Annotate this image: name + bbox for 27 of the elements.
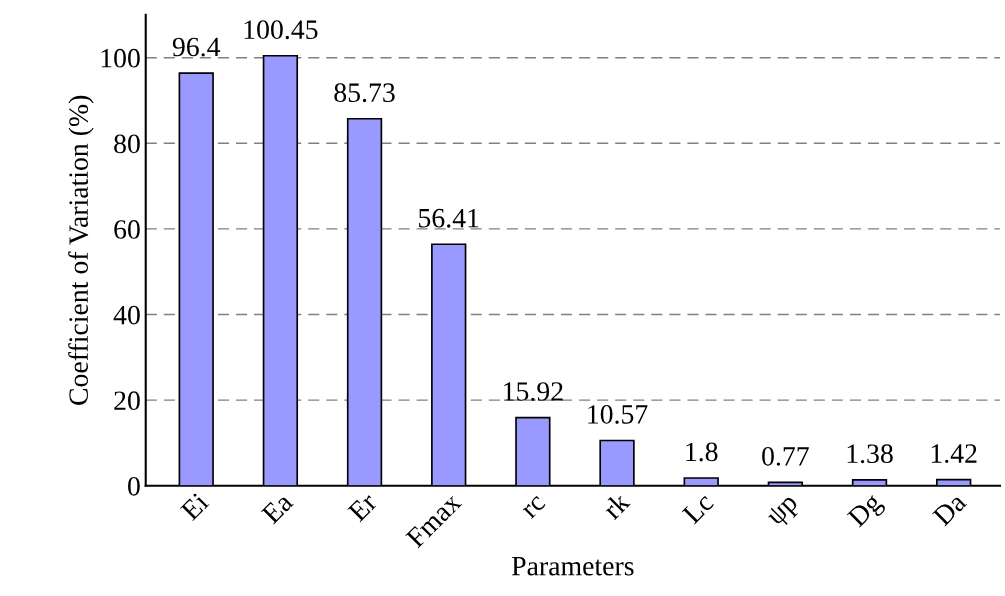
y-tick-label: 20 bbox=[114, 391, 140, 411]
data-label: 0.77 bbox=[762, 446, 809, 466]
data-label: 85.73 bbox=[334, 83, 395, 103]
x-tick-label: rk bbox=[601, 490, 631, 521]
y-tick-label: 0 bbox=[128, 476, 140, 496]
y-tick-label: 100 bbox=[101, 48, 140, 68]
data-label: 10.57 bbox=[588, 405, 648, 424]
data-label: 100.45 bbox=[244, 20, 318, 40]
x-tick-label: Lc bbox=[681, 491, 715, 525]
y-tick-label: 40 bbox=[113, 305, 140, 325]
data-label: 56.41 bbox=[419, 208, 479, 228]
data-label: 15.92 bbox=[504, 382, 563, 401]
data-label: 1.42 bbox=[931, 444, 977, 464]
y-tick-label: 80 bbox=[114, 134, 140, 154]
x-tick-label: Dg bbox=[846, 491, 887, 532]
x-tick-label: Ei bbox=[179, 491, 210, 522]
x-tick-label: Da bbox=[932, 491, 968, 527]
y-tick-label: 60 bbox=[114, 220, 140, 239]
x-tick-label: ψp bbox=[765, 493, 803, 531]
x-axis-title: Parameters bbox=[511, 557, 634, 576]
x-tick-label: Er bbox=[347, 491, 379, 523]
data-label: 1.38 bbox=[847, 444, 893, 464]
x-tick-label: rc bbox=[522, 495, 547, 520]
data-label: 96.4 bbox=[172, 37, 221, 57]
x-tick-label: Ea bbox=[261, 491, 294, 525]
y-axis-title: Coefficient of Variation (%) bbox=[68, 95, 94, 405]
data-label: 1.8 bbox=[686, 442, 718, 462]
